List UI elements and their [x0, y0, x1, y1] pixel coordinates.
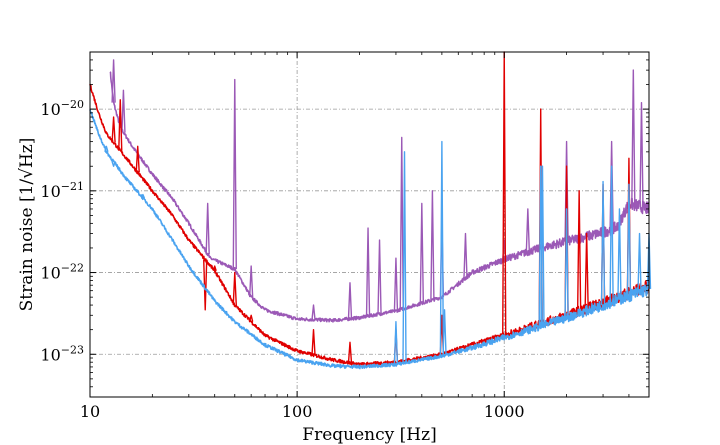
- spectral-peak: [576, 190, 582, 311]
- spectral-peak: [626, 183, 632, 296]
- spectral-peak: [377, 239, 382, 314]
- y-tick-label: 10−22: [40, 262, 84, 283]
- series-line-purple: [109, 71, 650, 323]
- spectral-peak: [232, 271, 237, 306]
- spectral-peak: [430, 190, 435, 300]
- spectral-peak: [135, 145, 140, 173]
- x-axis-label: Frequency [Hz]: [302, 425, 436, 445]
- spectral-peak: [248, 265, 254, 298]
- spectral-peak: [111, 59, 116, 103]
- plot-frame: [89, 51, 650, 398]
- spectral-peak: [419, 202, 425, 304]
- y-tick-label: 10−21: [40, 180, 84, 201]
- series-layer: [89, 51, 652, 370]
- spectral-peak: [399, 136, 404, 310]
- spectral-peak: [365, 227, 371, 317]
- spectral-peak: [393, 257, 399, 311]
- spectral-peak: [525, 208, 531, 253]
- spectral-peak: [637, 232, 642, 293]
- spectral-peak: [118, 99, 123, 151]
- series-line-blue: [89, 109, 650, 370]
- spectral-peak: [564, 208, 569, 318]
- x-tick-label: 10: [80, 402, 100, 421]
- x-tick-label: 100: [282, 402, 313, 421]
- spectral-peak: [617, 208, 622, 300]
- spectral-peak: [540, 165, 545, 326]
- spectral-peak: [347, 341, 353, 363]
- y-tick-label: 10−23: [40, 343, 84, 364]
- spectral-peak: [442, 309, 447, 356]
- spectral-peak: [212, 265, 217, 272]
- ticks: 10 100 1000 10−23 10−22 10−21 10−20: [40, 51, 650, 421]
- y-tick-label: 10−20: [40, 98, 84, 119]
- spectral-peak: [609, 165, 614, 302]
- spectral-peak: [111, 161, 116, 167]
- spectral-peak: [248, 314, 254, 322]
- spectral-peak: [140, 193, 146, 199]
- spectral-peak: [639, 101, 644, 207]
- series-blue: [89, 109, 652, 370]
- spectral-peak: [584, 232, 589, 309]
- spectral-peak: [121, 89, 126, 133]
- y-axis-label: Strain noise [1/√Hz]: [17, 138, 37, 312]
- spectral-peak: [104, 145, 109, 153]
- spectral-peak: [631, 69, 636, 205]
- spectral-peak: [393, 321, 399, 365]
- spectral-peak: [439, 140, 445, 357]
- x-tick-label: 1000: [484, 402, 525, 421]
- spectral-peak: [111, 116, 116, 143]
- spectral-peak: [402, 151, 407, 363]
- grid: [89, 52, 649, 397]
- spectral-peak: [463, 232, 468, 278]
- spectral-peak: [232, 78, 237, 270]
- spectral-peak: [311, 304, 316, 320]
- spectral-peak: [205, 202, 210, 255]
- spectral-peak: [347, 282, 353, 319]
- spectral-peak: [311, 328, 316, 356]
- spectral-peak: [203, 259, 208, 311]
- spectral-peak: [600, 180, 606, 306]
